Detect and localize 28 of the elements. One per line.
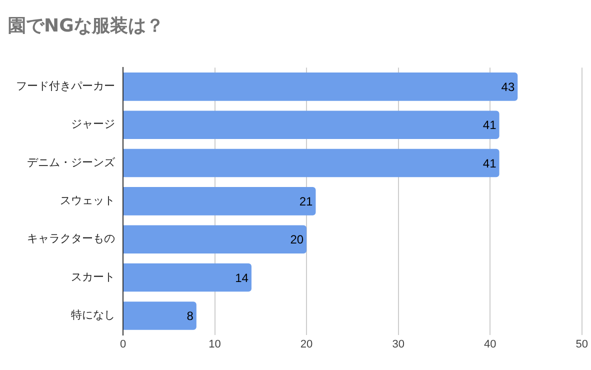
y-tick-label: キャラクターもの	[27, 232, 115, 246]
data-label: 20	[290, 232, 304, 247]
y-tick-label: ジャージ	[71, 118, 115, 131]
x-tick-label: 40	[484, 338, 496, 350]
y-tick-label: スウェット	[60, 194, 115, 208]
bar	[124, 148, 500, 178]
x-tick-label: 50	[576, 338, 588, 350]
x-tick-label: 10	[208, 338, 221, 350]
bar	[124, 187, 316, 216]
bar	[124, 225, 307, 254]
x-tick-label: 20	[300, 338, 313, 350]
data-label: 41	[482, 156, 497, 170]
bar	[124, 302, 196, 330]
bar	[124, 110, 500, 139]
x-tick-label: 0	[120, 338, 126, 350]
data-label: 43	[501, 80, 515, 94]
bar	[124, 72, 518, 101]
y-tick-label: デニム・ジーンズ	[27, 156, 116, 169]
data-label: 21	[299, 194, 314, 209]
data-label: 14	[235, 270, 249, 285]
data-label: 8	[186, 309, 194, 324]
y-tick-label: スカート	[71, 270, 115, 284]
y-tick-label: 特になし	[71, 308, 115, 322]
bar	[124, 263, 252, 292]
y-tick-label: フード付きパーカー	[16, 80, 115, 93]
data-label: 41	[482, 118, 497, 132]
x-tick-label: 30	[392, 338, 404, 350]
chart-title: 園でNGな服装は？	[8, 15, 164, 36]
